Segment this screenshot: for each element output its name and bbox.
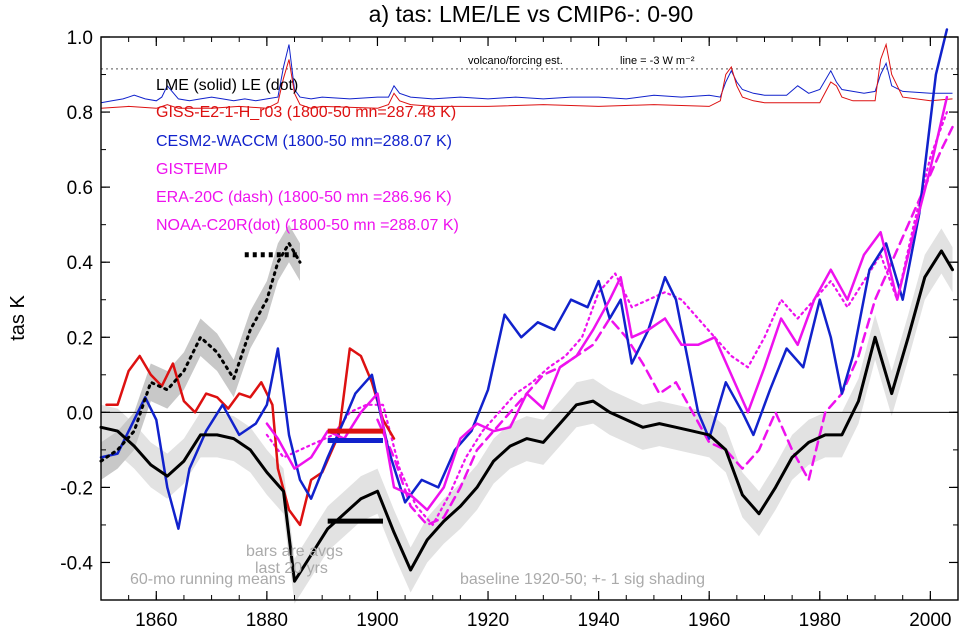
legend-era: ERA-20C (dash) (1800-50 mn =286.96 K) (156, 189, 452, 206)
series-layer (99, 28, 954, 583)
y-tick-label: -0.2 (60, 478, 93, 499)
y-tick-label: -0.4 (60, 553, 93, 574)
forcing-series-0 (100, 44, 953, 104)
y-tick-label: 0.8 (67, 103, 93, 124)
x-axis: 1860 1880 1900 1920 1940 1960 1980 2000 (100, 37, 959, 631)
y-tick-label: 1.0 (67, 28, 93, 49)
series-le (99, 241, 302, 463)
x-tick-label: 1920 (467, 610, 509, 631)
x-tick-label: 1880 (246, 610, 288, 631)
legend-header: LME (solid) LE (dot) (156, 77, 298, 94)
forcing-line-label: line = -3 W m⁻² (620, 55, 695, 67)
shading-layer (101, 224, 958, 604)
chart-title: a) tas: LME/LE vs CMIP6-: 0-90 (369, 1, 694, 27)
bars-layer (244, 252, 383, 524)
bars-note-line2: last 20 yrs (255, 560, 328, 577)
series-lme (99, 249, 954, 583)
y-tick-label: 0.2 (67, 328, 93, 349)
x-tick-label: 1960 (688, 610, 730, 631)
legend: LME (solid) LE (dot) GISS-E2-1-H_r03 (18… (156, 77, 459, 234)
baseline-note: baseline 1920-50; +- 1 sig shading (460, 571, 705, 588)
x-tick-label: 2000 (909, 610, 951, 631)
legend-cesm: CESM2-WACCM (1800-50 mn=288.07 K) (156, 133, 452, 150)
x-tick-label: 1860 (135, 610, 177, 631)
y-tick-label: 0.6 (67, 178, 93, 199)
forcing-layer (100, 42, 958, 109)
forcing-series-1 (100, 42, 953, 109)
legend-noaa: NOAA-C20R(dot) (1800-50 mn =288.07 K) (156, 217, 459, 234)
plot-frame (100, 36, 959, 601)
x-tick-label: 1940 (577, 610, 619, 631)
y-tick-label: 0.0 (67, 403, 93, 424)
x-tick-label: 1900 (356, 610, 398, 631)
series-noaa-c20r (265, 110, 949, 527)
series-gistemp (265, 95, 949, 512)
y-axis: -0.4 -0.2 0.0 0.2 0.4 0.6 0.8 1.0 (60, 28, 958, 601)
series-giss-e2-1-h-r03 (105, 347, 396, 527)
series-cesm2-waccm (99, 28, 949, 530)
legend-gistemp: GISTEMP (156, 161, 228, 178)
le-shading (101, 224, 300, 480)
bars-note-line1: bars are avgs (246, 543, 343, 560)
running-mean-note: 60-mo running means (130, 571, 286, 588)
legend-giss: GISS-E2-1-H_r03 (1800-50 mn=287.48 K) (156, 104, 456, 121)
y-tick-label: 0.4 (67, 253, 94, 274)
y-axis-label: tas K (7, 295, 29, 341)
series-era-20c (376, 125, 954, 527)
volcano-label: volcano/forcing est. (468, 55, 563, 67)
x-tick-label: 1980 (799, 610, 841, 631)
